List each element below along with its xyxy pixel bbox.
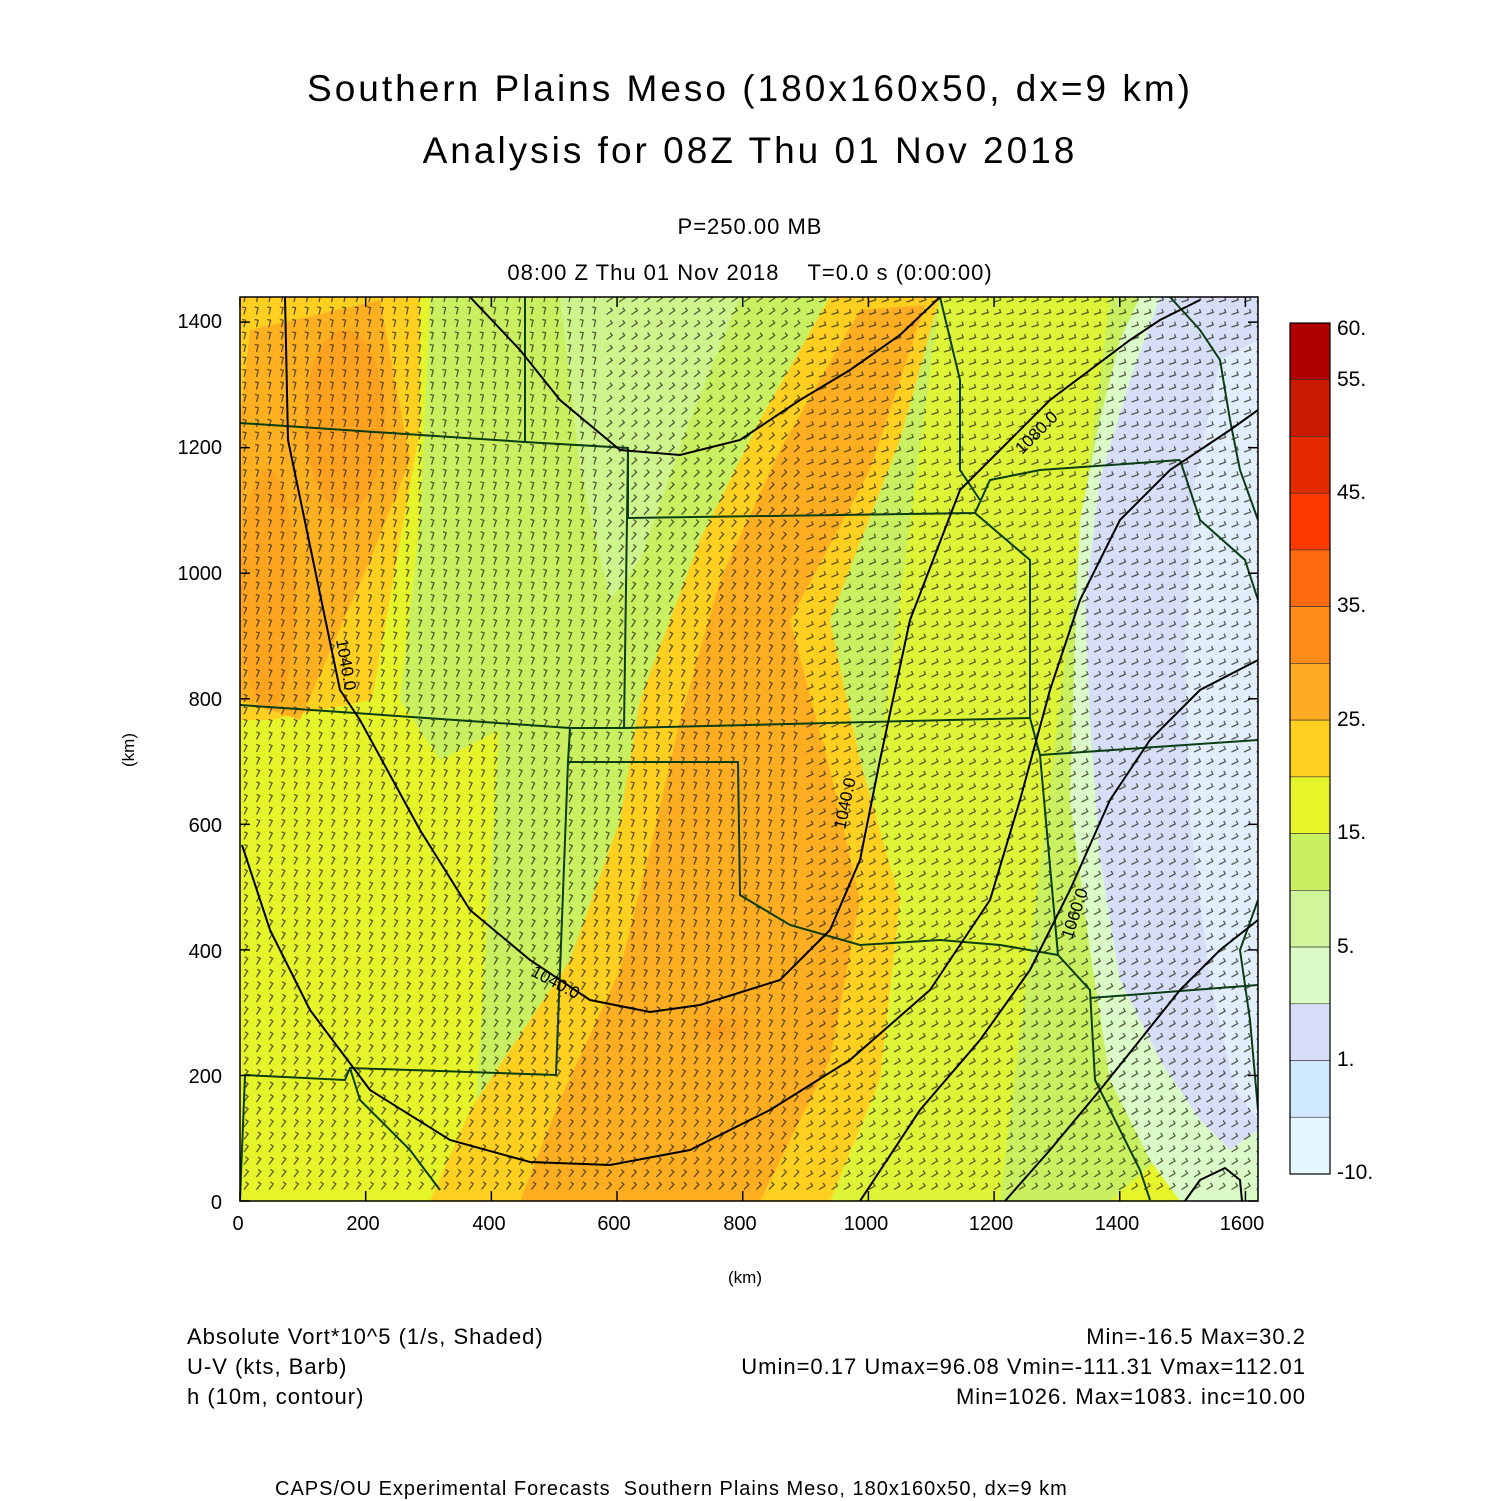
state-border [240,704,1031,729]
colorbar-label: 15. [1337,821,1367,844]
state-border [1089,984,1258,999]
y-tick-label: 200 [188,1066,222,1088]
height-contour [1004,919,1258,1201]
colorbar-segment [1289,1003,1331,1061]
colorbar-label: 1. [1337,1048,1355,1071]
state-border [974,512,1151,1201]
legend-field1-name: Absolute Vort*10^5 (1/s, Shaded) [187,1324,544,1349]
height-contour [241,409,1258,1167]
colorbar-segment [1289,492,1331,551]
colorbar-segment [1289,379,1331,437]
y-tick-label: 1200 [177,437,223,459]
x-tick-label: 400 [472,1213,506,1235]
colorbar-segment [1289,890,1331,948]
x-axis-label: (km) [728,1268,762,1287]
height-contour [859,659,1258,1201]
colorbar-label: -10. [1337,1161,1374,1184]
colorbar-segment [1289,436,1331,494]
colorbar-segment [1289,322,1331,381]
colorbar-segment [1289,776,1331,834]
colorbar-label: 35. [1337,594,1367,617]
y-axis-label: (km) [118,733,138,767]
state-borders [240,297,1258,1201]
height-contour [469,297,941,457]
legend-field1-stats: Min=-16.5 Max=30.2 [1086,1324,1306,1349]
y-tick-label: 400 [188,941,222,963]
x-tick-label: 600 [597,1213,631,1235]
height-contour [284,297,1201,1014]
state-border [1169,297,1258,521]
colorbar-segment [1289,1116,1331,1175]
colorbar-segment [1289,663,1331,721]
colorbar-label: 60. [1337,317,1367,340]
x-tick-label: 1600 [1219,1213,1265,1235]
y-tick-label: 1000 [177,563,223,585]
y-tick-label: 800 [188,689,222,711]
title-line-1: Southern Plains Meso (180x160x50, dx=9 k… [307,68,1193,109]
vorticity-shading [240,297,1258,1201]
valid-time: 08:00 Z Thu 01 Nov 2018 T=0.0 s (0:00:00… [507,260,993,285]
state-border [240,422,1181,520]
colorbar-segment [1289,1060,1331,1118]
x-tick-label: 0 [232,1213,244,1235]
height-contours [241,297,1258,1201]
pressure-level: P=250.00 MB [677,214,823,239]
state-border [240,761,569,1201]
colorbar-label: 25. [1337,708,1367,731]
footer-credit: CAPS/OU Experimental Forecasts Southern … [275,1478,1068,1500]
colorbar-segment [1289,606,1331,664]
plot-frame [239,296,1259,1202]
colorbar [1289,322,1331,1175]
legend-field2-stats: Umin=0.17 Umax=96.08 Vmin=-111.31 Vmax=1… [741,1354,1306,1379]
x-tick-label: 1200 [968,1213,1014,1235]
legend-field3-stats: Min=1026. Max=1083. inc=10.00 [955,1384,1306,1409]
x-tick-label: 1000 [843,1213,889,1235]
title-line-2: Analysis for 08Z Thu 01 Nov 2018 [422,130,1078,171]
state-border [1039,739,1258,756]
y-tick-label: 600 [188,815,222,837]
state-border [623,447,629,729]
colorbar-segment [1289,549,1331,607]
colorbar-label: 45. [1337,481,1367,504]
colorbar-segment [1289,946,1331,1005]
x-tick-label: 200 [346,1213,380,1235]
x-tick-label: 1400 [1094,1213,1140,1235]
legend-field2-name: U-V (kts, Barb) [187,1354,348,1379]
y-tick-label: 1400 [177,311,223,333]
state-border [939,297,981,501]
colorbar-segment [1289,833,1331,891]
x-tick-label: 800 [723,1213,757,1235]
wind-barbs [242,297,1258,1191]
legend-field3-name: h (10m, contour) [187,1384,365,1409]
colorbar-label: 5. [1337,935,1355,958]
colorbar-segment [1289,719,1331,778]
state-border [566,727,1059,956]
colorbar-label: 55. [1337,368,1367,391]
state-border [349,1067,441,1191]
state-border [1179,459,1258,601]
state-border [1238,899,1258,1111]
height-contour [1184,1166,1243,1201]
y-tick-label: 0 [210,1192,222,1214]
